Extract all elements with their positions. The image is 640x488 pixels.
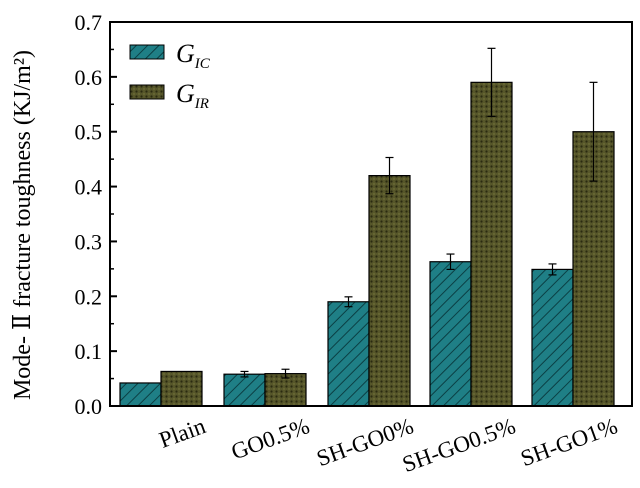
y-tick-label-7: 0.7 (75, 10, 103, 35)
bar-1-2 (368, 175, 411, 407)
y-axis-ticks: 0.0 0.1 0.2 0.3 0.4 0.5 0.6 0.7 (75, 10, 117, 419)
bar-1-0 (160, 370, 203, 407)
y-tick-label-5: 0.5 (75, 120, 103, 145)
y-tick-label-1: 0.1 (75, 339, 103, 364)
y-tick-label-2: 0.2 (75, 284, 103, 309)
y-tick-label-6: 0.6 (75, 65, 103, 90)
y-tick-label-4: 0.4 (75, 175, 103, 200)
y-tick-label-0: 0.0 (75, 394, 103, 419)
bar-1-1 (264, 373, 307, 407)
category-label-1: GO0.5% (228, 413, 313, 464)
category-labels: Plain GO0.5% SH-GO0%SH-GO0.5%SH-GO1% (156, 413, 621, 477)
bar-0-3 (429, 261, 472, 407)
bar-0-4 (531, 268, 574, 407)
y-tick-label-3: 0.3 (75, 229, 103, 254)
error-bars (240, 47, 598, 379)
bar-0-0 (119, 382, 162, 407)
bar-0-1 (223, 373, 266, 407)
category-label-0: Plain (156, 413, 209, 453)
bar-0-2 (327, 301, 370, 407)
legend: GIC GIR (129, 39, 211, 112)
plot-frame (109, 21, 633, 407)
legend-label-gic: GIC (176, 39, 211, 72)
bars (119, 81, 615, 407)
y-axis-label-group: Mode- Ⅱ fracture toughness (KJ/m²) (10, 50, 36, 400)
category-label-3: SH-GO0.5% (399, 413, 519, 477)
bar-1-3 (470, 81, 513, 407)
category-label-2: SH-GO0% (313, 413, 416, 471)
legend-label-gir: GIR (176, 79, 209, 112)
legend-swatch-gir (129, 84, 165, 100)
category-label-4: SH-GO1% (517, 413, 620, 471)
y-axis-label: Mode- Ⅱ fracture toughness (KJ/m²) (10, 50, 36, 400)
legend-swatch-gic (129, 44, 165, 60)
